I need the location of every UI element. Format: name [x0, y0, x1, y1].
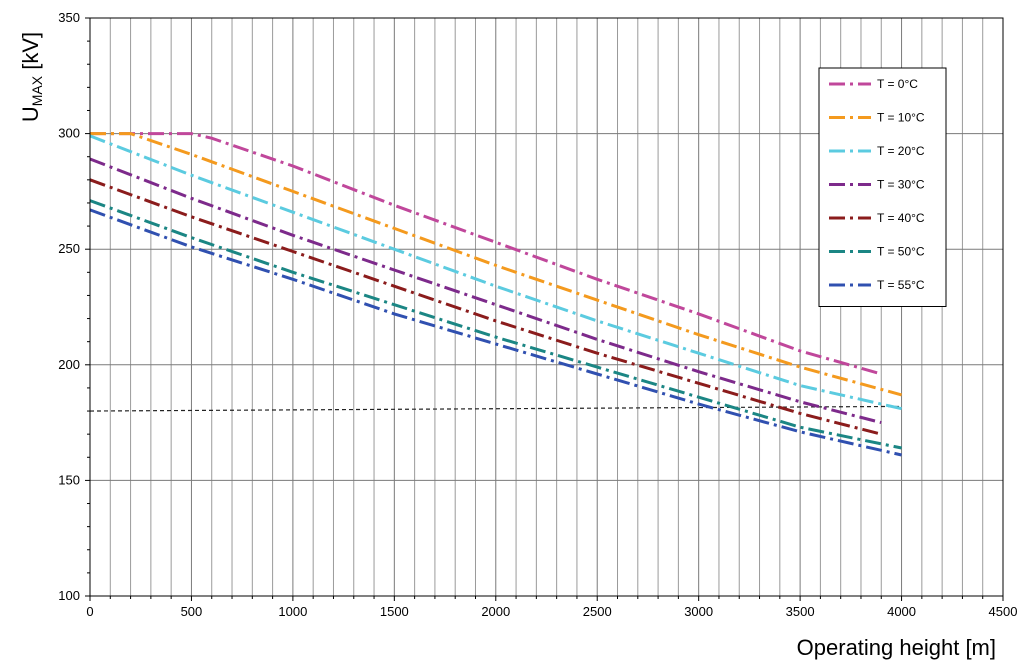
reference-line-layer [89, 405, 902, 412]
series-line-3 [89, 157, 882, 425]
legend: T = 0°C T = 10°C T = 20°C T = 30°C T = 40°C T… [818, 67, 947, 307]
series-line-1 [90, 132, 902, 397]
series-line-4 [89, 178, 882, 436]
y-tick-label: 300 [58, 126, 80, 141]
x-axis: 0 500 1000 1500 2000 2500 3000 3500 4000 4500 [86, 596, 1017, 619]
x-tick-label: 2500 [583, 604, 612, 619]
x-tick-label: 2000 [481, 604, 510, 619]
x-tick-label: 1500 [380, 604, 409, 619]
series-line-0 [90, 132, 882, 376]
x-tick-label: 3000 [684, 604, 713, 619]
y-axis: 100 150 200 250 300 350 [58, 10, 90, 603]
series-line-6 [89, 208, 902, 457]
y-tick-label: 350 [58, 10, 80, 25]
y-tick-label: 250 [58, 241, 80, 256]
y-axis-title: UMAX [kV] [18, 32, 45, 122]
y-axis-title-main: U [18, 106, 43, 122]
series-line-5 [89, 199, 902, 450]
legend-label-3: T = 30°C [877, 178, 925, 192]
y-axis-title-subscript: MAX [29, 75, 45, 106]
x-tick-label: 0 [86, 604, 93, 619]
legend-label-1: T = 10°C [877, 111, 925, 125]
x-tick-label: 1000 [278, 604, 307, 619]
x-tick-label: 500 [181, 604, 203, 619]
legend-box [818, 67, 947, 307]
legend-label-2: T = 20°C [877, 144, 925, 158]
y-tick-label: 200 [58, 357, 80, 372]
reference-line [89, 405, 902, 412]
y-tick-label: 100 [58, 588, 80, 603]
series-line-2 [89, 134, 902, 411]
legend-label-6: T = 55°C [877, 278, 925, 292]
legend-label-4: T = 40°C [877, 211, 925, 225]
y-axis-title-unit: [kV] [18, 32, 43, 76]
x-tick-label: 4500 [989, 604, 1018, 619]
y-tick-label: 150 [58, 472, 80, 487]
series-layer [89, 132, 902, 457]
x-tick-label: 4000 [887, 604, 916, 619]
x-axis-title: Operating height [m] [797, 635, 996, 660]
x-tick-label: 3500 [786, 604, 815, 619]
legend-label-5: T = 50°C [877, 245, 925, 259]
legend-label-0: T = 0°C [877, 77, 918, 91]
plot-frame [89, 17, 1004, 597]
